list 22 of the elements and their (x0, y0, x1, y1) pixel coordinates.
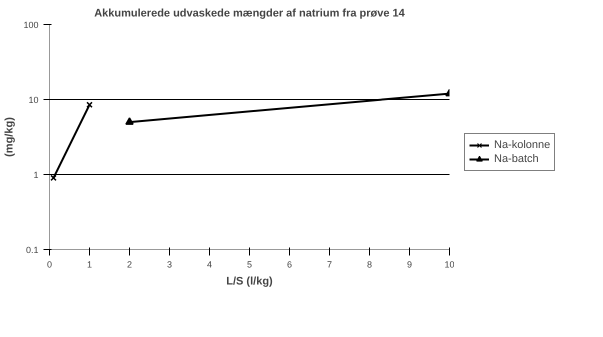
x-tick-label: 4 (206, 260, 212, 270)
point (86, 102, 93, 108)
x-tick-label: 10 (444, 260, 455, 270)
y-axis-title: (mg/kg) (3, 116, 16, 157)
legend-label: Na-batch (494, 152, 539, 166)
legend-label: Na-kolonne (494, 138, 550, 152)
x-tick-label: 1 (86, 260, 92, 270)
x-tick-label: 3 (166, 260, 172, 270)
x-tick-label: 2 (126, 260, 132, 270)
x-tick-label: 0 (46, 260, 52, 270)
x-tick-label: 9 (406, 260, 412, 270)
x-axis-title: L/S (l/kg) (226, 276, 274, 288)
y-tick-label: 10 (28, 95, 39, 105)
y-tick-label: 0.1 (26, 245, 39, 255)
y-tick-label: 100 (23, 20, 39, 30)
x-tick-label: 5 (246, 260, 252, 270)
x-tick-label: 6 (286, 260, 292, 270)
y-tick-label: 1 (33, 170, 39, 180)
chart-title: Akkumulerede udvaskede mængder af natrium fra prøve 14 (94, 8, 406, 20)
x-tick-label: 8 (366, 260, 372, 270)
x-tick-label: 7 (326, 260, 332, 270)
point (50, 174, 57, 182)
